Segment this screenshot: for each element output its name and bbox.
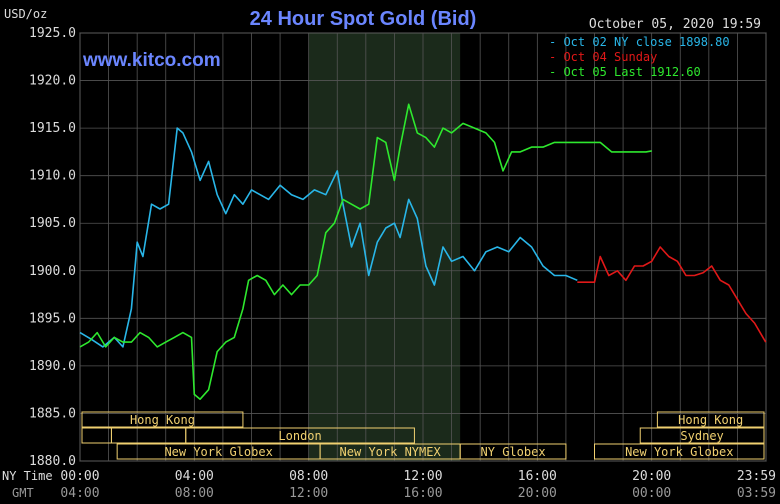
axis-layer: 1925.0 1920.0 1915.0 1910.0 1905.0 1900.0 1895… <box>29 26 776 501</box>
market-session-bar <box>656 411 765 428</box>
chart-title: 24 Hour Spot Gold (Bid) <box>250 8 477 30</box>
x-tick-label-ny: 12:00 <box>403 469 442 484</box>
x-tick-label-gmt: 16:00 <box>403 486 442 501</box>
watermark: www.kitco.com <box>82 50 221 71</box>
market-session-label: New York Globex <box>164 445 272 459</box>
market-session-bar <box>81 411 244 428</box>
market-session-label: Hong Kong <box>130 413 195 427</box>
x-tick-label-gmt: 20:00 <box>518 486 557 501</box>
nymex-session-shade <box>308 33 461 461</box>
market-session-bar <box>110 427 187 444</box>
y-tick-label: 1910.0 <box>29 169 76 184</box>
y-tick-label: 1880.0 <box>29 454 76 469</box>
y-tick-label: 1915.0 <box>29 121 76 136</box>
market-sessions: Hong Kong London New York Globex New York N… <box>81 411 765 460</box>
legend-item-oct05: - Oct 05 Last 1912.60 <box>549 65 701 79</box>
ny-time-label: NY Time <box>2 469 53 483</box>
series-line-1 <box>577 246 767 343</box>
legend-label: Oct 04 Sunday <box>563 50 657 64</box>
legend-dash: - <box>549 50 563 64</box>
market-session-label: Sydney <box>680 429 723 443</box>
y-tick-label: 1920.0 <box>29 74 76 89</box>
legend-label: Oct 05 Last 1912.60 <box>563 65 700 79</box>
legend-dash: - <box>549 35 563 49</box>
shade-layer <box>308 33 461 461</box>
x-tick-label-ny: 23:59 <box>737 469 776 484</box>
y-axis-unit: USD/oz <box>4 7 47 21</box>
market-session-label: New York Globex <box>625 445 733 459</box>
gmt-label: GMT <box>12 486 34 500</box>
market-session-label: NY Globex <box>481 445 546 459</box>
y-tick-label: 1890.0 <box>29 359 76 374</box>
x-tick-label-ny: 04:00 <box>175 469 214 484</box>
series-line-0 <box>79 127 578 348</box>
market-session-bar <box>594 443 765 460</box>
y-tick-label: 1900.0 <box>29 264 76 279</box>
x-tick-label-gmt: 04:00 <box>60 486 99 501</box>
market-session-bar <box>459 443 567 460</box>
x-tick-label-gmt: 08:00 <box>175 486 214 501</box>
market-session-bar <box>639 427 765 444</box>
legend-dash: - <box>549 65 563 79</box>
x-tick-label-gmt: 03:59 <box>737 486 776 501</box>
market-session-label: London <box>278 429 321 443</box>
legend-label: Oct 02 NY close 1898.80 <box>563 35 729 49</box>
series-line-2 <box>79 103 652 401</box>
y-tick-label: 1885.0 <box>29 406 76 421</box>
y-tick-label: 1905.0 <box>29 216 76 231</box>
legend-item-oct04: - Oct 04 Sunday <box>549 50 657 64</box>
grid-layer <box>79 32 767 462</box>
market-session-label: Hong Kong <box>678 413 743 427</box>
legend: - Oct 02 NY close 1898.80 - Oct 04 Sunda… <box>549 35 730 79</box>
series-layer <box>79 103 767 401</box>
y-tick-label: 1895.0 <box>29 311 76 326</box>
x-tick-label-ny: 20:00 <box>632 469 671 484</box>
legend-item-oct02: - Oct 02 NY close 1898.80 <box>549 35 730 49</box>
y-tick-label: 1925.0 <box>29 26 76 41</box>
timestamp: October 05, 2020 19:59 <box>589 17 761 32</box>
x-tick-label-gmt: 12:00 <box>289 486 328 501</box>
x-tick-label-ny: 16:00 <box>518 469 557 484</box>
market-session-label: New York NYMEX <box>340 445 442 459</box>
x-tick-label-gmt: 00:00 <box>632 486 671 501</box>
x-tick-label-ny: 00:00 <box>60 469 99 484</box>
x-tick-label-ny: 08:00 <box>289 469 328 484</box>
